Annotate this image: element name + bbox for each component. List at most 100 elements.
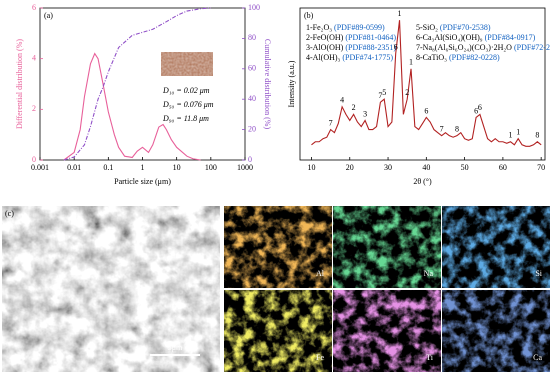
legend-name: 8-CaTiO₃: [416, 53, 447, 62]
data-line: [63, 52, 201, 161]
legend-name: 7-Na₈(Al₆Si₆O₂₄)(CO₃)·2H₂O: [416, 43, 512, 52]
y-tick-label: 4: [32, 53, 36, 62]
panel-b: (b) 10 20 30 40 50 60 70 2θ (°) Intensity (a.u.) 1…: [287, 7, 550, 186]
x-tick-label: 70: [537, 163, 545, 172]
peak-label: 2: [352, 103, 356, 112]
legend-entry: 4-Al(OH)₃ (PDF#74-1775): [306, 53, 393, 62]
peak-label: 8: [455, 125, 459, 134]
element-map: [442, 206, 550, 288]
peak-label: 7: [440, 125, 444, 134]
peak-label: 8: [535, 131, 539, 140]
legend-pdf: (PDF#72-2076): [514, 43, 550, 52]
legend-name: 2-FeO(OH): [306, 33, 344, 42]
element-label: Ca: [533, 353, 542, 362]
legend-name: 6-Ca₃Al(SiO₄)(OH)₉: [416, 33, 483, 42]
plot-frame: [299, 7, 546, 161]
peak-label: 6: [478, 103, 482, 112]
x-tick-label: 1: [141, 163, 145, 172]
peak-label: 6: [424, 106, 428, 115]
x-tick-label: 50: [461, 163, 469, 172]
x-axis-label: 2θ (°): [413, 177, 432, 186]
panel-label: (c): [5, 209, 14, 218]
legend-pdf: (PDF#74-1775): [342, 53, 393, 62]
peak-label: 7: [329, 118, 333, 127]
legend-entry: 6-Ca₃Al(SiO₄)(OH)₉ (PDF#84-0917): [416, 33, 536, 42]
y2-tick-label: 20: [248, 124, 256, 133]
y-axis-label: Differential distribution (%): [15, 39, 24, 129]
peak-label: 6: [474, 106, 478, 115]
peak-label: 1: [509, 131, 513, 140]
legend-pdf: (PDF#81-0464): [345, 33, 396, 42]
legend-entry: 7-Na₈(Al₆Si₆O₂₄)(CO₃)·2H₂O (PDF#72-2076): [416, 43, 550, 52]
element-map: [333, 290, 441, 372]
y2-tick-label: 0: [248, 155, 252, 164]
legend-entry: 1-Fe₂O₃ (PDF#89-0599): [306, 23, 385, 32]
element-label: Fe: [316, 353, 324, 362]
annotation: D₁₀ = 0.02 μm: [162, 86, 210, 95]
peak-label: 1: [409, 58, 413, 67]
peak-label: 1: [516, 128, 520, 137]
legend-pdf: (PDF#88-2351): [345, 43, 396, 52]
legend-pdf: (PDF#84-0917): [485, 33, 536, 42]
legend-name: 4-Al(OH)₃: [306, 53, 341, 62]
panel-label: (b): [304, 11, 314, 20]
x-tick-label: 40: [422, 163, 430, 172]
legend-pdf: (PDF#70-2538): [440, 23, 491, 32]
x-tick-label: 100: [205, 163, 217, 172]
peak-label: 3: [363, 109, 367, 118]
legend-entry: 3-AlO(OH) (PDF#88-2351): [306, 43, 396, 52]
peak-label: 2: [405, 88, 409, 97]
x-axis-label: Particle size (μm): [114, 177, 171, 186]
legend-name: 5-SiO₂: [416, 23, 438, 32]
scale-bar-label: 5μm: [168, 343, 183, 352]
powder-image: [161, 52, 213, 76]
y-tick-label: 6: [32, 3, 36, 12]
y-tick-label: 2: [32, 104, 36, 113]
sem-image: [2, 206, 220, 372]
y2-tick-label: 80: [248, 33, 256, 42]
element-map: [442, 290, 550, 372]
x-tick-label: 0.01: [67, 163, 81, 172]
annotation: D₅₀ = 0.076 μm: [162, 100, 214, 109]
peak-label: 7: [378, 91, 382, 100]
y2-tick-label: 100: [248, 3, 260, 12]
x-tick-label: 30: [384, 163, 392, 172]
peak-label: 5: [382, 88, 386, 97]
peak-label: 6: [394, 42, 398, 51]
panel-c: (c) 5μm Al Na Si Fe Ti Ca: [2, 206, 550, 372]
peak-label: 4: [340, 96, 344, 105]
legend-pdf: (PDF#82-0228): [449, 53, 500, 62]
element-map: [333, 206, 441, 288]
x-tick-label: 60: [499, 163, 507, 172]
element-map: [224, 206, 332, 288]
element-label: Al: [316, 269, 325, 278]
element-label: Na: [424, 269, 434, 278]
x-tick-label: 1000: [237, 163, 253, 172]
y2-axis-label: Cumulative distribution (%): [263, 39, 272, 130]
panel-label: (a): [44, 11, 53, 20]
legend-entry: 8-CaTiO₃ (PDF#82-0228): [416, 53, 500, 62]
y-tick-label: 0: [32, 155, 36, 164]
x-tick-label: 0.1: [103, 163, 113, 172]
data-line: [63, 7, 211, 161]
x-tick-label: 20: [346, 163, 354, 172]
legend-pdf: (PDF#89-0599): [334, 23, 385, 32]
annotation: D₉₀ = 11.8 μm: [162, 114, 209, 123]
data-line: [311, 20, 542, 147]
legend-entry: 5-SiO₂ (PDF#70-2538): [416, 23, 491, 32]
x-tick-label: 10: [173, 163, 181, 172]
x-tick-label: 10: [307, 163, 315, 172]
element-map: [224, 290, 332, 372]
element-label: Si: [535, 269, 542, 278]
peak-label: 1: [398, 9, 402, 18]
legend-entry: 2-FeO(OH) (PDF#81-0464): [306, 33, 396, 42]
element-label: Ti: [426, 353, 434, 362]
legend-name: 3-AlO(OH): [306, 43, 344, 52]
y-axis-label: Intensity (a.u.): [287, 60, 296, 107]
y2-tick-label: 40: [248, 94, 256, 103]
legend-name: 1-Fe₂O₃: [306, 23, 332, 32]
x-tick-label: 0.001: [31, 163, 49, 172]
y2-tick-label: 60: [248, 64, 256, 73]
